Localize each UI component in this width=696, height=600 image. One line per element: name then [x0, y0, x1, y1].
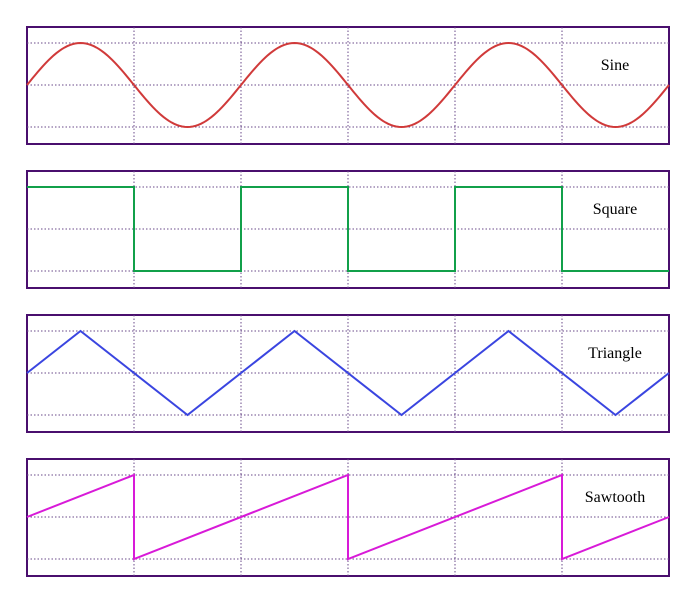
triangle-wave — [26, 329, 670, 417]
sine-wave — [26, 41, 670, 129]
sawtooth-panel: Sawtooth — [26, 458, 670, 577]
square-panel: Square — [26, 170, 670, 289]
square-wave — [27, 186, 669, 272]
triangle-panel: Triangle — [26, 314, 670, 433]
sawtooth-wave — [26, 473, 670, 561]
square-label: Square — [593, 201, 637, 218]
sine-label: Sine — [601, 57, 629, 74]
sine-panel: Sine — [26, 26, 670, 145]
triangle-label: Triangle — [588, 345, 642, 362]
sawtooth-label: Sawtooth — [585, 489, 645, 506]
